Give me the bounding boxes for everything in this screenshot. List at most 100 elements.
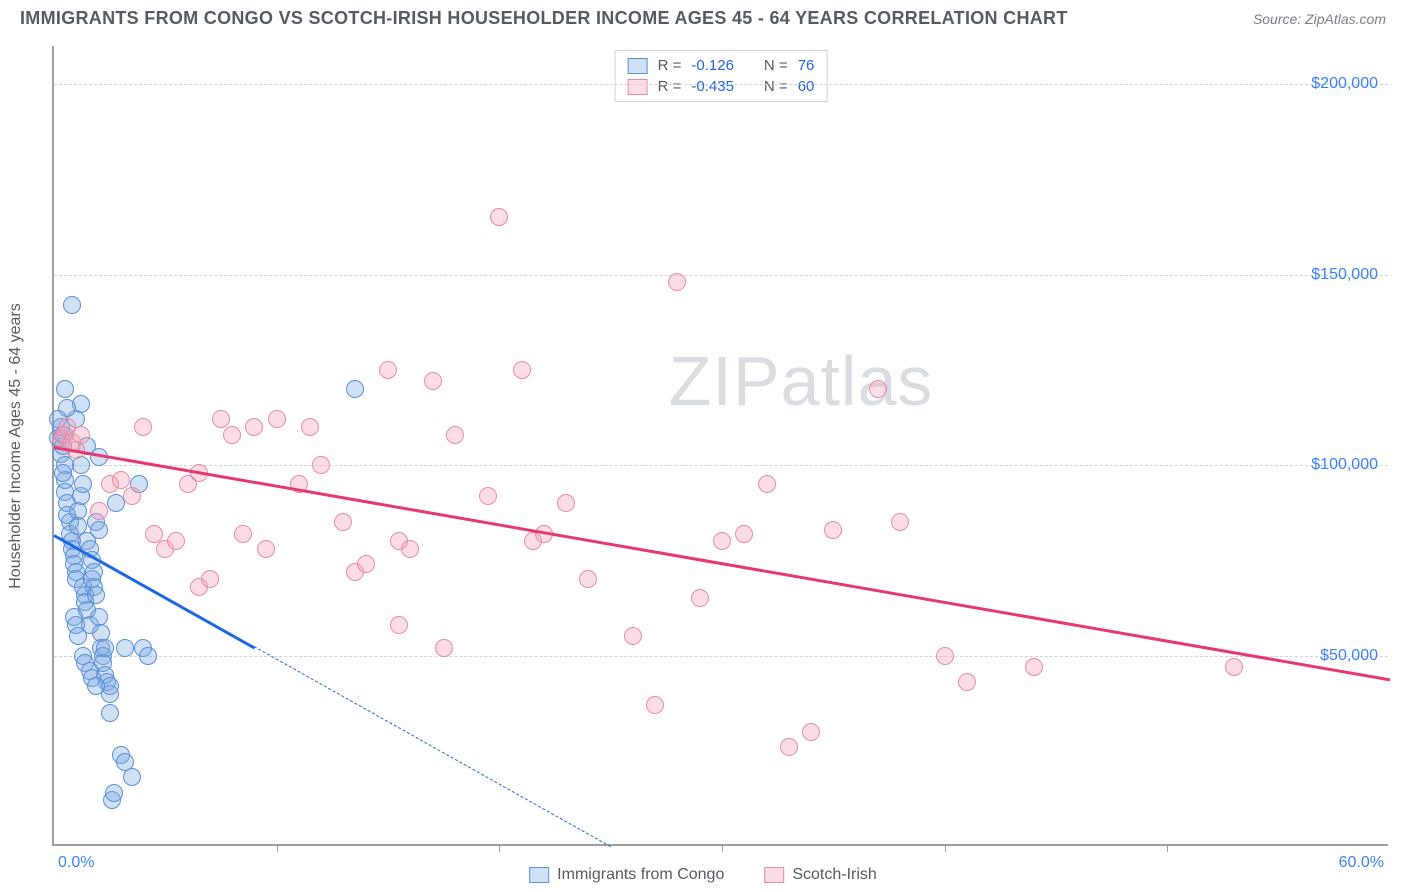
data-point <box>90 521 108 539</box>
legend-item: Scotch-Irish <box>764 866 876 884</box>
data-point <box>312 456 330 474</box>
x-tick <box>1167 844 1168 852</box>
data-point <box>105 784 123 802</box>
y-axis-title: Householder Income Ages 45 - 64 years <box>7 303 25 589</box>
data-point <box>101 704 119 722</box>
chart-title: IMMIGRANTS FROM CONGO VS SCOTCH-IRISH HO… <box>20 8 1068 29</box>
y-tick-label: $50,000 <box>1320 647 1378 665</box>
source-attribution: Source: ZipAtlas.com <box>1253 11 1386 27</box>
n-value: 60 <box>798 78 815 95</box>
x-tick <box>945 844 946 852</box>
gridline <box>54 84 1388 85</box>
data-point <box>301 418 319 436</box>
legend-swatch <box>628 79 648 95</box>
legend-label: Immigrants from Congo <box>557 866 724 884</box>
data-point <box>87 586 105 604</box>
data-point <box>134 418 152 436</box>
data-point <box>424 372 442 390</box>
series-legend: Immigrants from Congo Scotch-Irish <box>529 866 877 884</box>
y-tick-label: $150,000 <box>1311 266 1378 284</box>
data-point <box>936 647 954 665</box>
data-point <box>90 502 108 520</box>
data-point <box>479 487 497 505</box>
data-point <box>958 673 976 691</box>
gridline <box>54 656 1388 657</box>
header: IMMIGRANTS FROM CONGO VS SCOTCH-IRISH HO… <box>0 0 1406 33</box>
x-tick <box>499 844 500 852</box>
data-point <box>56 380 74 398</box>
data-point <box>1225 658 1243 676</box>
n-label: N = <box>764 78 788 95</box>
r-value: -0.126 <box>691 57 734 74</box>
data-point <box>824 521 842 539</box>
data-point <box>446 426 464 444</box>
data-point <box>646 696 664 714</box>
data-point <box>780 738 798 756</box>
correlation-legend: R = -0.126 N = 76 R = -0.435 N = 60 <box>615 50 828 102</box>
data-point <box>212 410 230 428</box>
legend-stats-row: R = -0.435 N = 60 <box>628 76 815 97</box>
x-tick <box>722 844 723 852</box>
data-point <box>63 296 81 314</box>
x-min-label: 0.0% <box>58 854 94 872</box>
r-label: R = <box>658 78 682 95</box>
data-point <box>735 525 753 543</box>
data-point <box>891 513 909 531</box>
data-point <box>234 525 252 543</box>
data-point <box>69 627 87 645</box>
data-point <box>379 361 397 379</box>
data-point <box>624 627 642 645</box>
gridline <box>54 275 1388 276</box>
trend-line <box>254 646 611 847</box>
data-point <box>579 570 597 588</box>
data-point <box>490 208 508 226</box>
data-point <box>201 570 219 588</box>
gridline <box>54 465 1388 466</box>
data-point <box>54 464 72 482</box>
data-point <box>513 361 531 379</box>
x-tick <box>277 844 278 852</box>
legend-swatch <box>628 58 648 74</box>
data-point <box>435 639 453 657</box>
legend-label: Scotch-Irish <box>792 866 876 884</box>
data-point <box>346 380 364 398</box>
y-tick-label: $200,000 <box>1311 75 1378 93</box>
data-point <box>74 475 92 493</box>
r-label: R = <box>658 57 682 74</box>
data-point <box>87 677 105 695</box>
data-point <box>257 540 275 558</box>
data-point <box>167 532 185 550</box>
legend-swatch <box>764 867 784 883</box>
data-point <box>869 380 887 398</box>
data-point <box>357 555 375 573</box>
scatter-chart: ZIPatlas R =-0.126N =76R =-0.435N =60 0.… <box>52 46 1388 846</box>
data-point <box>85 563 103 581</box>
data-point <box>123 487 141 505</box>
data-point <box>713 532 731 550</box>
data-point <box>223 426 241 444</box>
data-point <box>72 426 90 444</box>
watermark: ZIPatlas <box>669 341 934 421</box>
data-point <box>123 768 141 786</box>
legend-stats-row: R = -0.126 N = 76 <box>628 55 815 76</box>
data-point <box>802 723 820 741</box>
data-point <box>116 639 134 657</box>
n-label: N = <box>764 57 788 74</box>
data-point <box>758 475 776 493</box>
data-point <box>1025 658 1043 676</box>
data-point <box>691 589 709 607</box>
data-point <box>334 513 352 531</box>
n-value: 76 <box>798 57 815 74</box>
r-value: -0.435 <box>691 78 734 95</box>
data-point <box>668 273 686 291</box>
data-point <box>390 616 408 634</box>
x-max-label: 60.0% <box>1339 854 1384 872</box>
legend-swatch <box>529 867 549 883</box>
legend-item: Immigrants from Congo <box>529 866 724 884</box>
data-point <box>557 494 575 512</box>
data-point <box>401 540 419 558</box>
y-tick-label: $100,000 <box>1311 456 1378 474</box>
data-point <box>96 639 114 657</box>
data-point <box>245 418 263 436</box>
data-point <box>268 410 286 428</box>
